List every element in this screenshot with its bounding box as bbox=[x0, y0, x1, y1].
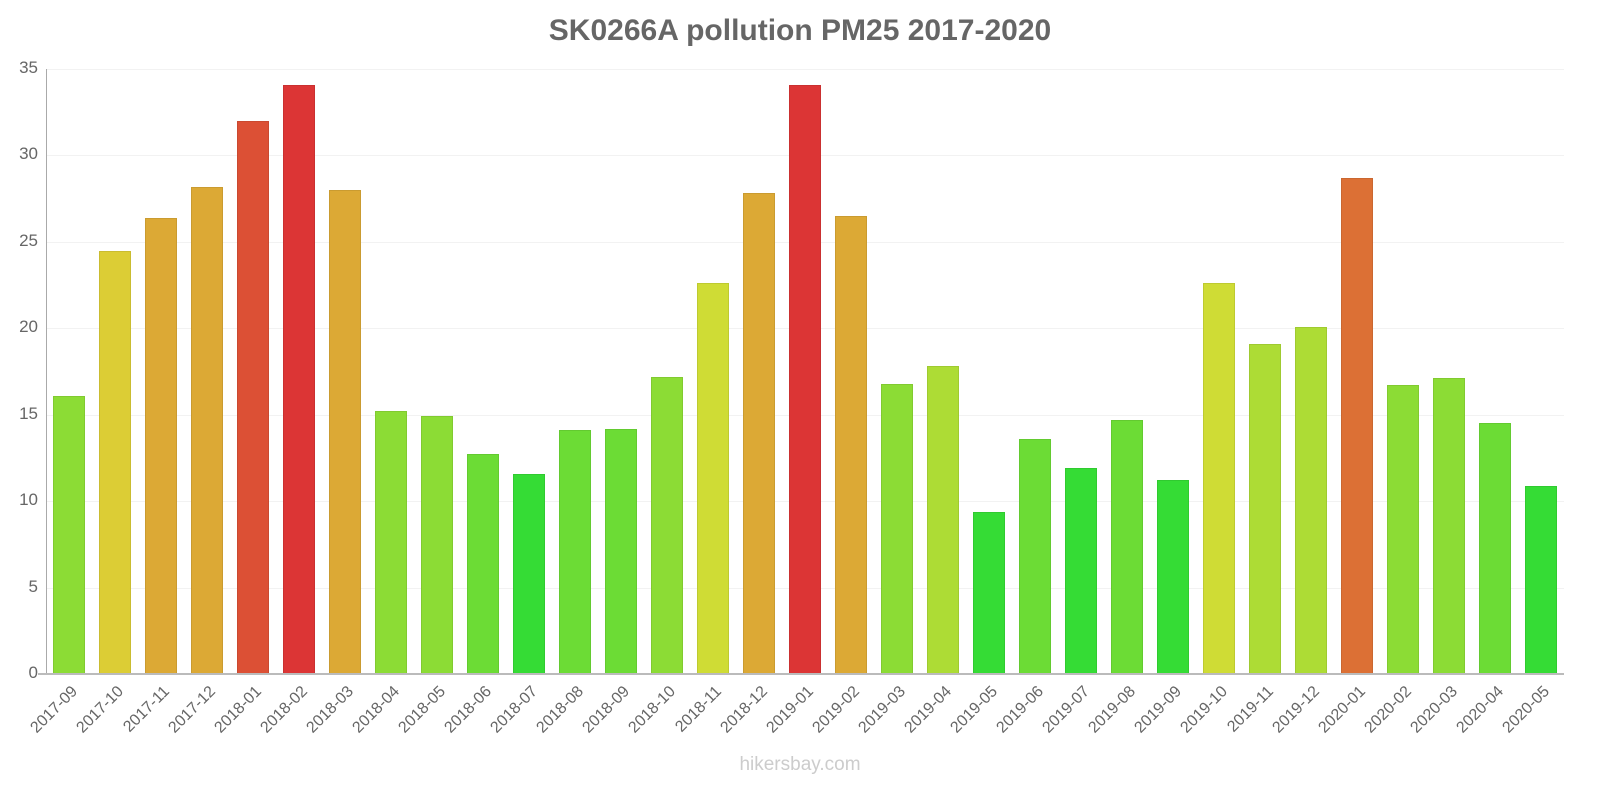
bar-2019-02[interactable] bbox=[834, 215, 868, 674]
chart-title: SK0266A pollution PM25 2017-2020 bbox=[548, 14, 1052, 47]
bar-2018-04[interactable] bbox=[374, 411, 408, 674]
y-tick-label: 30 bbox=[19, 144, 38, 164]
bar-2020-03[interactable] bbox=[1432, 378, 1466, 674]
y-tick-label: 10 bbox=[19, 490, 38, 510]
bar-2018-10[interactable] bbox=[650, 376, 684, 674]
bar-2017-12[interactable] bbox=[190, 186, 224, 674]
bar-2020-05[interactable] bbox=[1524, 485, 1558, 674]
y-tick-label: 15 bbox=[19, 403, 38, 423]
bar-2019-08[interactable] bbox=[1110, 419, 1144, 674]
bar-2019-07[interactable] bbox=[1064, 468, 1098, 674]
watermark: hikersbay.com bbox=[739, 754, 861, 775]
y-axis bbox=[46, 69, 47, 674]
bar-2018-03[interactable] bbox=[328, 190, 362, 674]
gridline bbox=[46, 69, 1564, 70]
bar-2020-01[interactable] bbox=[1340, 177, 1374, 674]
y-tick-label: 5 bbox=[28, 576, 38, 596]
bar-2018-01[interactable] bbox=[236, 120, 270, 674]
bar-2019-09[interactable] bbox=[1156, 480, 1190, 674]
bar-2018-12[interactable] bbox=[742, 193, 776, 674]
plot-area: 0 5 10 15 20 25 30 35 2017-09 2017-10 2017-11 2017… bbox=[19, 58, 1564, 737]
bar-2019-12[interactable] bbox=[1294, 326, 1328, 674]
y-tick-label: 20 bbox=[19, 317, 38, 337]
bar-2020-04[interactable] bbox=[1478, 423, 1512, 674]
y-tick-label: 0 bbox=[28, 663, 38, 682]
y-tick-label: 35 bbox=[19, 58, 38, 77]
bar-2019-03[interactable] bbox=[880, 383, 914, 674]
bar-2020-02[interactable] bbox=[1386, 385, 1420, 674]
bar-2019-04[interactable] bbox=[926, 366, 960, 674]
bar-2018-09[interactable] bbox=[604, 428, 638, 674]
bar-2017-09[interactable] bbox=[52, 395, 86, 674]
bar-2018-02[interactable] bbox=[282, 84, 316, 674]
bar-2018-05[interactable] bbox=[420, 416, 454, 674]
bar-2019-05[interactable] bbox=[972, 511, 1006, 674]
bar-2018-11[interactable] bbox=[696, 283, 730, 674]
bar-2018-07[interactable] bbox=[512, 473, 546, 674]
bar-2017-10[interactable] bbox=[98, 250, 132, 674]
bar-2018-08[interactable] bbox=[558, 430, 592, 674]
bar-2019-01[interactable] bbox=[788, 84, 822, 674]
bar-2019-06[interactable] bbox=[1018, 438, 1052, 674]
bar-2019-10[interactable] bbox=[1202, 283, 1236, 674]
x-axis bbox=[38, 673, 1564, 675]
bar-2018-06[interactable] bbox=[466, 454, 500, 674]
bar-2019-11[interactable] bbox=[1248, 343, 1282, 674]
bar-2017-11[interactable] bbox=[144, 217, 178, 674]
y-tick-label: 25 bbox=[19, 230, 38, 250]
